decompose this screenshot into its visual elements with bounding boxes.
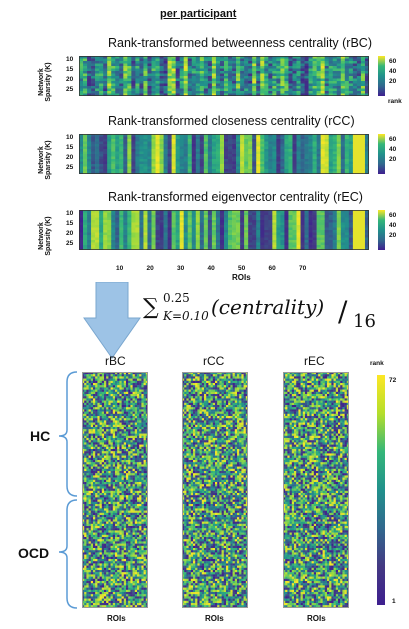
group-heatmap-1 [182,372,248,608]
division-slash: / [338,295,348,328]
sum-symbol: ∑ [143,295,159,320]
colorbar-label: rank [388,98,402,105]
colorbar-0 [378,56,385,96]
ytick: 20 [66,154,74,161]
ytick: 15 [66,144,74,151]
group-label-hc: HC [30,428,51,444]
xtick: 30 [177,265,185,272]
panel-ylabel-2: Network Sparsity (K) [38,214,52,258]
group-brackets [58,371,78,609]
sum-formula: ∑ 0.25 K=0.10 (centrality) / 16 [143,289,403,349]
colorbar-tick: 40 [389,222,397,229]
panel-title-1: Rank-transformed closeness centrality (r… [108,114,355,128]
ytick: 10 [66,134,74,141]
sum-body: (centrality) [211,295,325,319]
colorbar-tick: 20 [389,232,397,239]
bottom-xlabel-2: ROIs [205,614,224,623]
group-heatmap-2 [283,372,349,608]
ylabel-line-2: Sparsity (K) [45,216,52,256]
panel-ylabel-0: Network Sparsity (K) [38,60,52,104]
heatmap-1 [79,134,369,174]
down-arrow-icon [83,282,141,359]
xtick: 40 [207,265,215,272]
ytick: 20 [66,230,74,237]
panel-title-0: Rank-transformed betweenness centrality … [108,36,372,50]
colorbar-2 [378,210,385,250]
xtick: 50 [238,265,246,272]
colorbar-tick: 40 [389,68,397,75]
bottom-xlabel-3: ROIs [307,614,326,623]
colorbar-tick: 20 [389,78,397,85]
ylabel-line-2: Sparsity (K) [45,62,52,102]
group-label-ocd: OCD [18,545,50,561]
bottom-xlabel-1: ROIs [107,614,126,623]
ylabel-line-1: Network [38,146,45,174]
colorbar-tick: 60 [389,212,397,219]
ytick: 15 [66,66,74,73]
group-heatmap-0 [82,372,148,608]
ylabel-line-2: Sparsity (K) [45,140,52,180]
xtick: 20 [146,265,154,272]
ytick: 25 [66,164,74,171]
sum-upper: 0.25 [163,291,190,305]
xtick: 70 [299,265,307,272]
header-title: per participant [160,8,237,20]
column-label-rcc: rCC [203,354,225,368]
bottom-colorbar [377,375,385,605]
colorbar-rank-label: rank [370,360,384,367]
heatmap-0 [79,56,369,96]
colorbar-tick: 60 [389,58,397,65]
column-label-rbc: rBC [105,354,126,368]
ytick: 20 [66,76,74,83]
xtick: 10 [116,265,124,272]
ylabel-line-1: Network [38,222,45,250]
colorbar-tick: 40 [389,146,397,153]
ytick: 15 [66,220,74,227]
colorbar-tick: 60 [389,136,397,143]
colorbar-max: 72 [389,377,397,384]
column-label-rec: rEC [304,354,325,368]
colorbar-min: 1 [392,598,396,605]
heatmap-2 [79,210,369,250]
x-axis-label: ROIs [232,273,251,282]
colorbar-1 [378,134,385,174]
ytick: 10 [66,210,74,217]
x-axis: 10 20 30 40 50 60 70 ROIs [0,265,409,287]
sum-lower: K=0.10 [163,309,209,323]
denominator: 16 [353,311,376,332]
xtick: 60 [268,265,276,272]
panel-title-2: Rank-transformed eigenvector centrality … [108,190,363,204]
ytick: 10 [66,56,74,63]
ytick: 25 [66,86,74,93]
ylabel-line-1: Network [38,68,45,96]
panel-ylabel-1: Network Sparsity (K) [38,138,52,182]
colorbar-tick: 20 [389,156,397,163]
ytick: 25 [66,240,74,247]
